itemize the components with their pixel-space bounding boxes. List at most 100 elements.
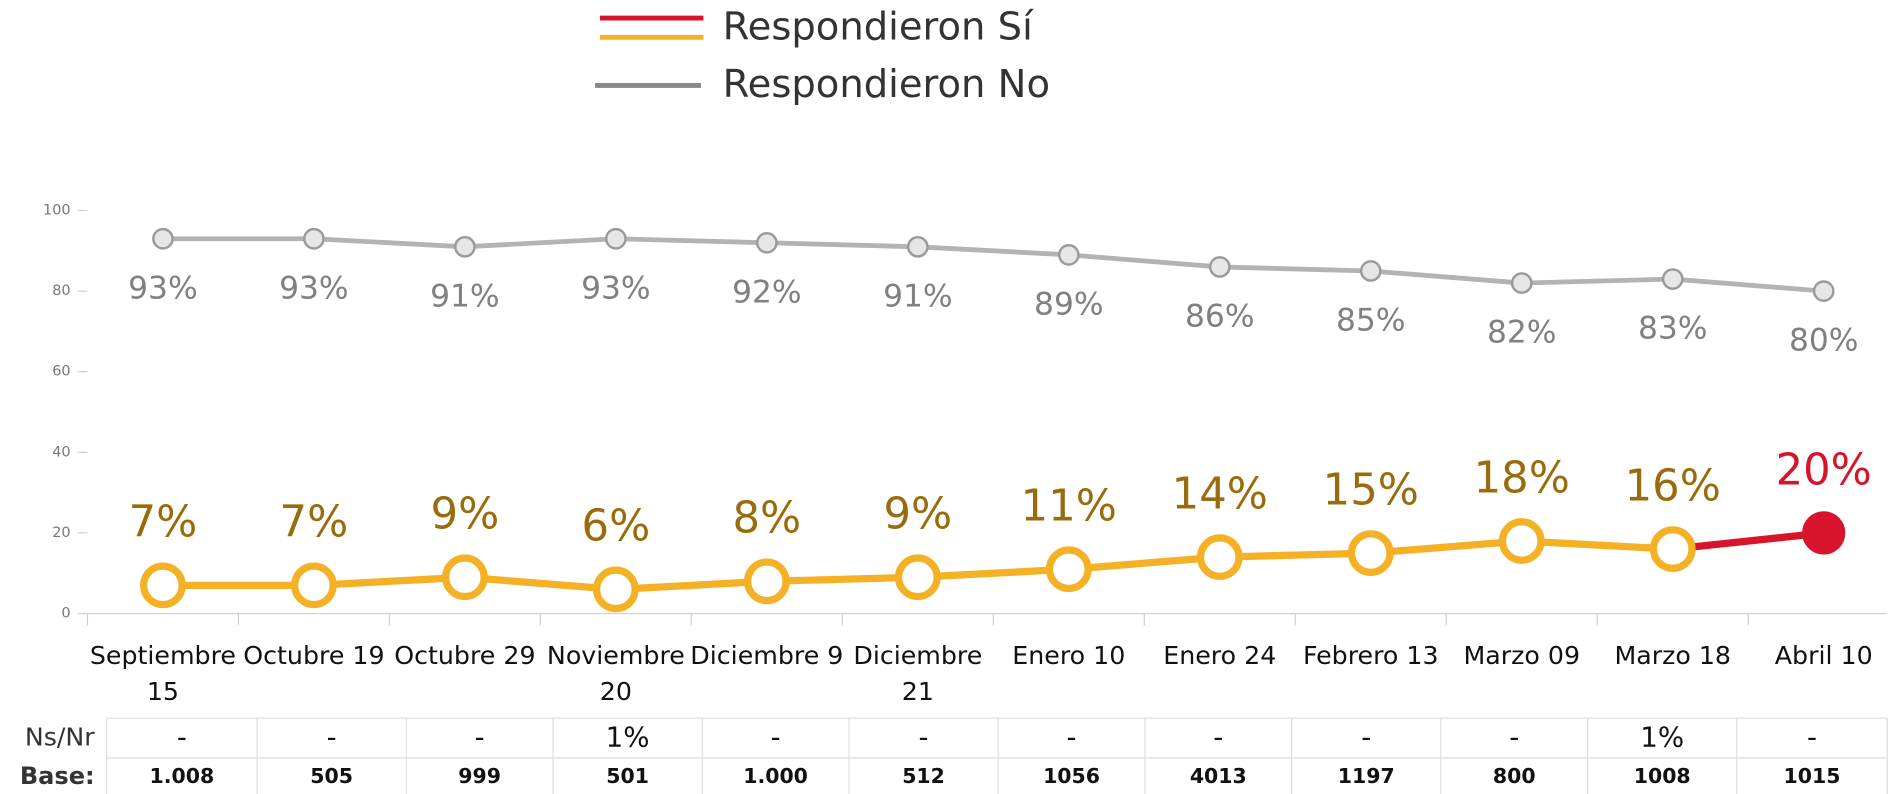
table-cell: 1015 (1784, 764, 1841, 788)
data-label: 91% (883, 278, 952, 314)
x-tick-label-box: Octubre 19 (243, 641, 385, 671)
x-tick-label: Marzo 09 (1463, 641, 1581, 671)
point (1057, 244, 1080, 266)
table-cell: 505 (310, 764, 353, 788)
table-cell: 501 (606, 764, 649, 788)
data-label: 89% (1034, 286, 1103, 322)
data-label: 91% (430, 278, 500, 314)
highlight-segment (1672, 529, 1825, 553)
row-label: Base: (20, 762, 95, 790)
y-tick-label: 100 (43, 203, 71, 219)
point (907, 235, 929, 258)
table-cell: 1.000 (743, 764, 808, 788)
y-tick-label: 60 (52, 364, 70, 380)
x-tick-label: Enero 24 (1163, 641, 1277, 671)
x-tick-label: Diciembre 21 (853, 641, 983, 707)
y-tick-label: 40 (52, 444, 70, 460)
y-tick-label: 80 (52, 283, 70, 299)
table-cell: 1% (1640, 721, 1684, 754)
point (1359, 260, 1382, 282)
x-tick-label-box: Noviembre 20 (546, 641, 685, 707)
point (1498, 518, 1545, 564)
x-tick-label: Enero 10 (1012, 641, 1126, 671)
data-label: 9% (431, 490, 500, 540)
data-label: 20% (1776, 445, 1872, 495)
point (152, 227, 174, 250)
table-cell: - (919, 721, 929, 754)
table-cell: - (177, 721, 187, 754)
table-cell: 1.008 (150, 764, 215, 788)
x-tick-label: Octubre 29 (394, 641, 536, 671)
point (1802, 511, 1846, 555)
data-label: 93% (279, 270, 349, 306)
point (291, 562, 337, 609)
table-cell: - (1807, 721, 1817, 754)
table-cell: - (327, 721, 337, 754)
data-label: 7% (280, 498, 349, 548)
x-tick-label-box: Octubre 29 (394, 641, 536, 671)
table-cell: 1197 (1338, 764, 1395, 788)
point (1812, 280, 1835, 302)
series-line (162, 529, 1825, 593)
y-tick-label: 20 (52, 525, 70, 541)
y-tick-label: 0 (61, 606, 70, 622)
data-label: 11% (1021, 482, 1117, 532)
point (1196, 534, 1243, 580)
table-cell: 1% (606, 721, 650, 754)
table-cell: 1056 (1043, 764, 1100, 788)
x-tick-label: Octubre 19 (243, 641, 385, 671)
data-label: 93% (128, 270, 198, 306)
point (1661, 268, 1684, 290)
legend-label: Respondieron Sí (723, 4, 1034, 49)
point (442, 554, 488, 601)
x-tick-label: Septiembre 15 (89, 641, 236, 707)
table-cell: - (1067, 721, 1077, 754)
x-tick-label-box: Marzo 18 (1614, 641, 1732, 671)
x-tick-label: Marzo 18 (1614, 641, 1732, 671)
x-tick-label-box: Enero 24 (1163, 641, 1277, 671)
point (1208, 256, 1231, 278)
table-cell: 512 (902, 764, 945, 788)
data-label: 7% (129, 498, 198, 548)
x-tick-label-box: Marzo 09 (1463, 641, 1581, 671)
x-tick-label: Noviembre 20 (546, 641, 685, 707)
point (743, 558, 790, 605)
x-tick-label-box: Diciembre 9 (690, 641, 844, 671)
x-tick-label: Febrero 13 (1302, 641, 1439, 671)
table-cell: - (771, 721, 781, 754)
point (303, 227, 325, 250)
x-tick-label-box: Septiembre 15 (89, 641, 236, 707)
point (1649, 526, 1696, 572)
data-label: 14% (1172, 469, 1268, 519)
series-line (162, 236, 1824, 294)
data-label: 93% (581, 270, 651, 306)
table-cell: 4013 (1190, 764, 1247, 788)
x-tick-label-box: Febrero 13 (1302, 641, 1439, 671)
table-cell: - (1509, 721, 1519, 754)
point (593, 566, 639, 613)
point (454, 235, 476, 258)
table-cell: - (1361, 721, 1371, 754)
x-tick-label-box: Enero 10 (1012, 641, 1126, 671)
point (894, 554, 941, 601)
table-cell: - (1213, 721, 1223, 754)
data-label: 16% (1625, 461, 1721, 511)
data-label: 85% (1336, 303, 1406, 339)
data-label: 18% (1474, 453, 1570, 503)
x-tick-label: Diciembre 9 (690, 641, 844, 671)
data-label: 82% (1487, 315, 1556, 351)
table-cell: 800 (1493, 764, 1536, 788)
table-cell: 1008 (1634, 764, 1691, 788)
data-label: 6% (582, 502, 651, 552)
data-label: 80% (1789, 323, 1859, 359)
legend-label: Respondieron No (723, 62, 1050, 107)
point (140, 562, 186, 609)
table-cell: - (475, 721, 485, 754)
data-label: 86% (1185, 298, 1255, 334)
x-tick-label-box: Diciembre 21 (853, 641, 983, 707)
row-label: Ns/Nr (25, 723, 95, 752)
point (605, 227, 627, 250)
point (1347, 530, 1394, 576)
x-tick-label-box: Abril 10 (1775, 641, 1873, 670)
